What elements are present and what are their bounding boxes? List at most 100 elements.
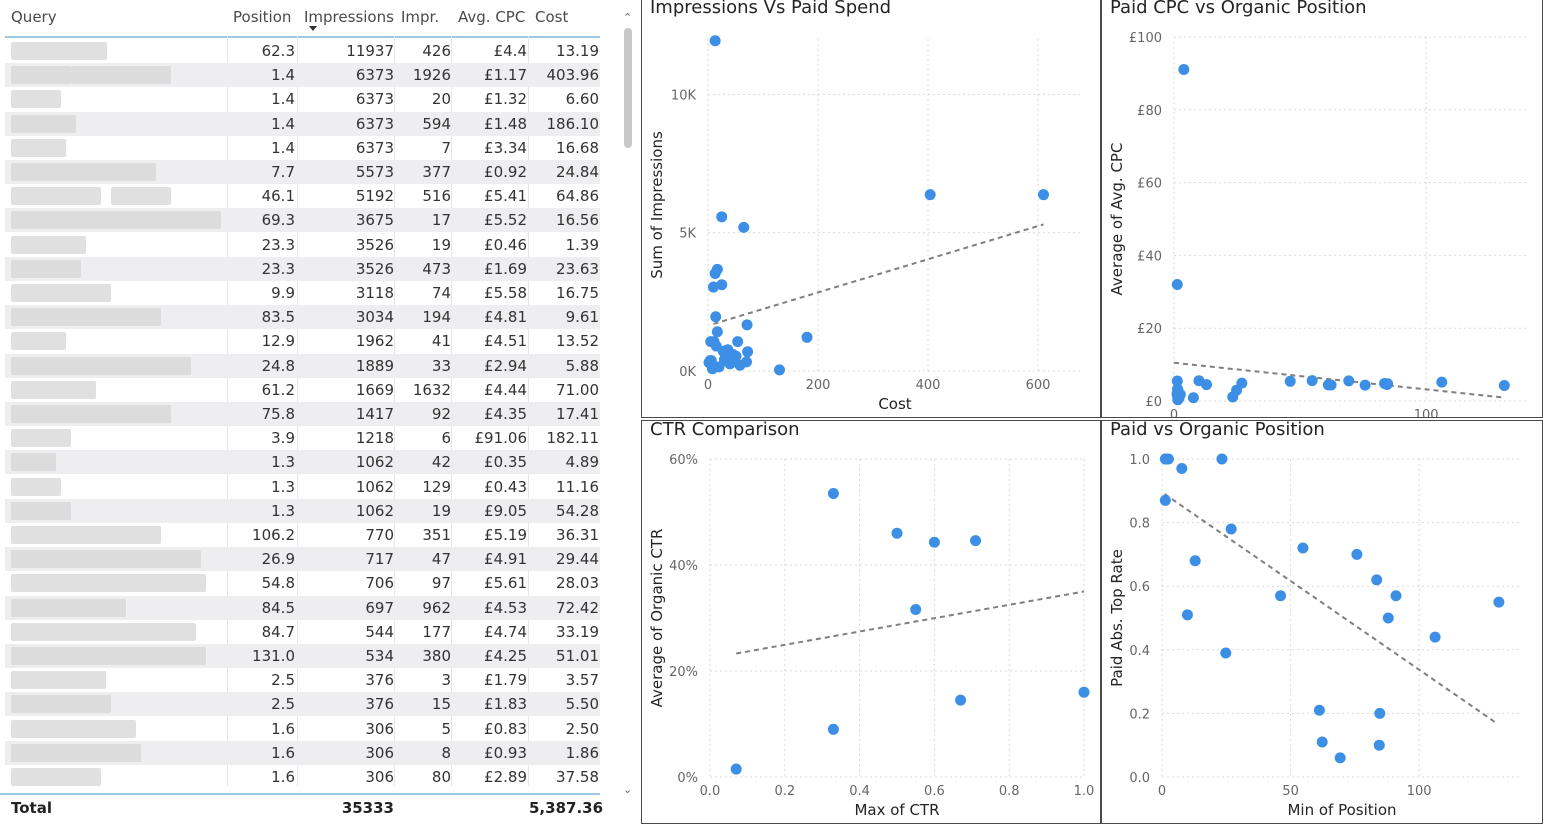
col-header-impr[interactable]: Impr. xyxy=(401,8,440,26)
table-row[interactable]: 83.5 3034 194 £4.81 9.61 xyxy=(5,305,600,330)
table-row[interactable]: 1.6 306 8 £0.93 1.86 xyxy=(5,740,600,765)
col-header-query[interactable]: Query xyxy=(11,8,57,26)
scatter-point xyxy=(910,604,922,616)
sort-descending-icon[interactable] xyxy=(309,26,317,31)
col-header-avg-cpc[interactable]: Avg. CPC xyxy=(458,8,526,26)
scroll-thumb[interactable] xyxy=(624,28,632,148)
table-row[interactable]: 1.4 6373 7 £3.34 16.68 xyxy=(5,136,600,160)
query-cell-redacted xyxy=(5,136,227,160)
scatter-point xyxy=(1220,647,1232,659)
cost-cell: 4.89 xyxy=(565,453,599,472)
table-row[interactable]: 1.3 1062 42 £0.35 4.89 xyxy=(5,450,600,475)
table-row[interactable]: 84.5 697 962 £4.53 72.42 xyxy=(5,595,600,620)
table-row[interactable]: 2.5 376 3 £1.79 3.57 xyxy=(5,668,600,692)
query-cell-redacted xyxy=(5,208,227,232)
chart-ctr-comparison[interactable]: 0.0 0.2 0.4 0.6 0.8 1.0 0% 20% 40% 60% Max of CTR A… xyxy=(641,420,1101,824)
avg-cpc-cell: £1.32 xyxy=(484,90,527,109)
y-tick-label: £60 xyxy=(1137,177,1162,192)
table-row[interactable]: 9.9 3118 74 £5.58 16.75 xyxy=(5,281,600,305)
x-axis-label: Max of CTR xyxy=(854,801,939,819)
scatter-point xyxy=(727,348,739,360)
impressions-cell: 6373 xyxy=(355,66,394,85)
avg-cpc-cell: £4.51 xyxy=(484,332,527,351)
col-header-cost[interactable]: Cost xyxy=(535,8,569,26)
impressions-cell: 717 xyxy=(365,550,394,569)
table-row[interactable]: 1.3 1062 129 £0.43 11.16 xyxy=(5,475,600,499)
table-row[interactable]: 75.8 1417 92 £4.35 17.41 xyxy=(5,402,600,426)
y-tick-label: 40% xyxy=(669,559,698,574)
chart-paid-vs-organic-position[interactable]: 0 50 100 0.0 0.2 0.4 0.6 0.8 1.0 Min of Position P… xyxy=(1101,420,1543,824)
table-row[interactable]: 23.3 3526 473 £1.69 23.63 xyxy=(5,256,600,281)
y-tick-label: £40 xyxy=(1137,249,1162,264)
impressions-cell: 3526 xyxy=(355,259,394,278)
cost-cell: 182.11 xyxy=(546,429,600,448)
table-row[interactable]: 24.8 1889 33 £2.94 5.88 xyxy=(5,353,600,378)
impr-cell: 380 xyxy=(422,647,451,665)
chart-impressions-vs-spend[interactable]: 0 200 400 600 0K 5K 10K Cost Sum of Impressions … xyxy=(641,0,1101,418)
table-row[interactable]: 1.6 306 5 £0.83 2.50 xyxy=(5,717,600,741)
table-row[interactable]: 3.9 1218 6 £91.06 182.11 xyxy=(5,426,600,450)
table-row[interactable]: 1.4 6373 20 £1.32 6.60 xyxy=(5,87,600,111)
table-row[interactable]: 54.8 706 97 £5.61 28.03 xyxy=(5,571,600,595)
table-row[interactable]: 131.0 534 380 £4.25 51.01 xyxy=(5,644,600,668)
position-cell: 75.8 xyxy=(261,405,295,423)
position-cell: 1.3 xyxy=(271,453,295,472)
redaction-blur xyxy=(11,114,76,133)
scatter-point xyxy=(1429,631,1441,643)
avg-cpc-cell: £1.69 xyxy=(484,259,527,278)
query-cell-redacted xyxy=(5,765,227,789)
table-row[interactable]: 62.3 11937 426 £4.4 13.19 xyxy=(5,39,600,63)
table-row[interactable]: 1.4 6373 594 £1.48 186.10 xyxy=(5,111,600,136)
redaction-blur xyxy=(11,332,66,351)
table-scrollbar[interactable]: ⌃ ⌄ xyxy=(621,8,635,798)
col-header-position[interactable]: Position xyxy=(233,8,292,26)
position-cell: 84.7 xyxy=(261,622,295,641)
table-row[interactable]: 1.4 6373 1926 £1.17 403.96 xyxy=(5,63,600,88)
table-row[interactable]: 2.5 376 15 £1.83 5.50 xyxy=(5,692,600,717)
impressions-cell: 3526 xyxy=(355,235,394,254)
scatter-point xyxy=(1236,377,1248,389)
impr-cell: 17 xyxy=(431,211,451,230)
redaction-blur xyxy=(11,235,86,254)
cost-cell: 5.50 xyxy=(565,695,599,714)
scatter-point xyxy=(1316,736,1328,748)
table-row[interactable]: 1.6 306 80 £2.89 37.58 xyxy=(5,765,600,789)
y-tick-label: 0K xyxy=(679,365,696,380)
table-row[interactable]: 23.3 3526 19 £0.46 1.39 xyxy=(5,233,600,257)
impr-cell: 1926 xyxy=(412,66,451,85)
impressions-cell: 1889 xyxy=(355,356,394,375)
table-row[interactable]: 46.1 5192 516 £5.41 64.86 xyxy=(5,184,600,208)
table-row[interactable]: 84.7 544 177 £4.74 33.19 xyxy=(5,620,600,644)
scroll-down-icon[interactable]: ⌄ xyxy=(623,783,633,796)
query-cell-redacted xyxy=(5,184,227,208)
position-cell: 9.9 xyxy=(271,284,295,302)
position-cell: 2.5 xyxy=(271,695,295,714)
table-row[interactable]: 61.2 1669 1632 £4.44 71.00 xyxy=(5,378,600,402)
table-row[interactable]: 69.3 3675 17 £5.52 16.56 xyxy=(5,208,600,233)
position-cell: 3.9 xyxy=(271,429,295,448)
redaction-blur xyxy=(11,671,106,690)
scatter-point xyxy=(1171,279,1183,291)
position-cell: 7.7 xyxy=(271,163,295,181)
table-row[interactable]: 12.9 1962 41 £4.51 13.52 xyxy=(5,329,600,353)
scatter-point xyxy=(741,319,753,331)
avg-cpc-cell: £4.44 xyxy=(484,380,527,399)
cost-cell: 9.61 xyxy=(565,308,599,327)
table-row[interactable]: 7.7 5573 377 £0.92 24.84 xyxy=(5,160,600,184)
table-row[interactable]: 1.3 1062 19 £9.05 54.28 xyxy=(5,498,600,523)
table-row[interactable]: 106.2 770 351 £5.19 36.31 xyxy=(5,523,600,547)
col-header-impressions[interactable]: Impressions xyxy=(304,8,394,26)
total-impressions: 35333 xyxy=(341,799,394,817)
scroll-up-icon[interactable]: ⌃ xyxy=(623,11,633,24)
table-row[interactable]: 26.9 717 47 £4.91 29.44 xyxy=(5,547,600,572)
position-cell: 1.4 xyxy=(271,114,295,133)
impressions-cell: 11937 xyxy=(346,42,394,60)
chart-paid-cpc-vs-organic-position[interactable]: 0 100 £0 £20 £40 £60 £80 £100 Average of Avg. CP… xyxy=(1101,0,1543,418)
impressions-cell: 6373 xyxy=(355,90,394,109)
impressions-cell: 3034 xyxy=(355,308,394,327)
scatter-point xyxy=(1306,375,1318,387)
query-cell-redacted xyxy=(5,426,227,450)
avg-cpc-cell: £1.17 xyxy=(484,66,527,85)
scatter-point xyxy=(1038,189,1049,201)
scatter-point xyxy=(1343,375,1355,387)
